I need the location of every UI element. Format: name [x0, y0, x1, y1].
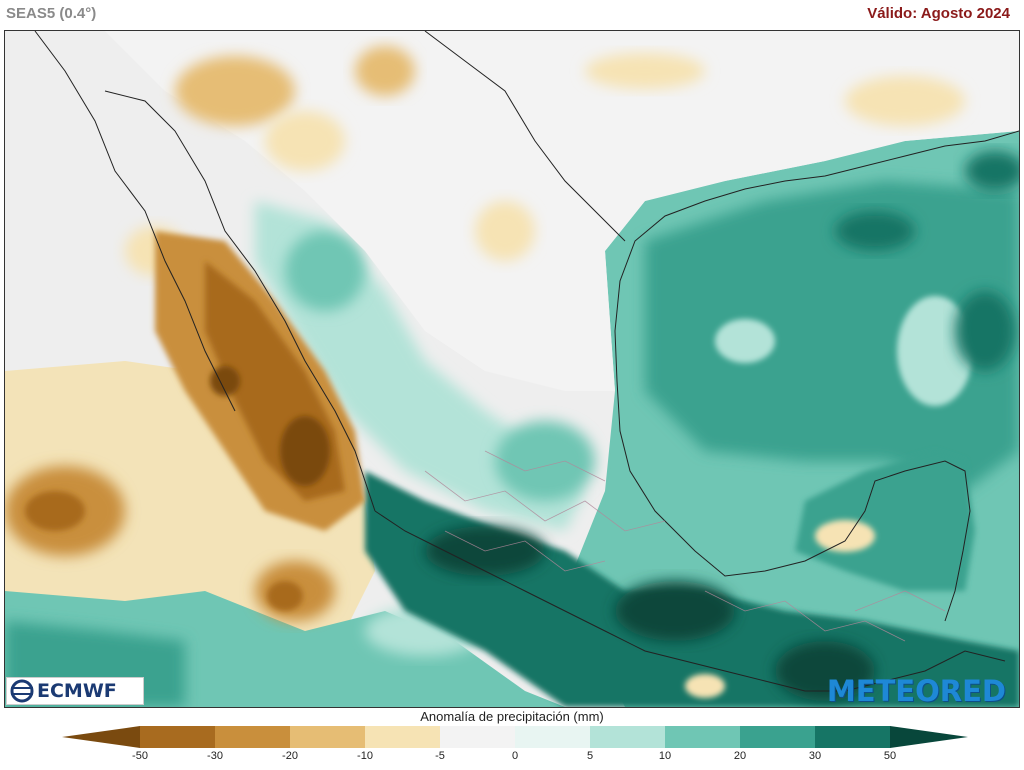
legend-tick-label: 50 [883, 750, 897, 762]
ecmwf-logo: ECMWF [6, 677, 144, 705]
legend-tick-label: -5 [435, 750, 445, 762]
legend-swatch [365, 726, 441, 748]
legend-swatch [665, 726, 741, 748]
legend-swatch [515, 726, 591, 748]
legend-arrow-low [62, 726, 140, 748]
map-canvas [5, 31, 1019, 707]
legend-tick-label: 5 [586, 750, 594, 762]
header-bar: SEAS5 (0.4°) Válido: Agosto 2024 [0, 0, 1024, 30]
legend-swatch [140, 726, 216, 748]
legend-tick-label: 10 [658, 750, 672, 762]
legend-labels: -50 -30 -20 -10 -5 0 5 10 20 30 50 [0, 750, 1024, 768]
coastlines [34, 31, 1019, 692]
legend-title: Anomalía de precipitación (mm) [420, 709, 604, 724]
ecmwf-logo-icon [10, 679, 34, 703]
meteored-logo: METEORED [826, 674, 1006, 708]
legend-swatch [215, 726, 291, 748]
legend-swatch [290, 726, 366, 748]
legend-colorbar [62, 726, 968, 748]
legend-swatch [440, 726, 516, 748]
legend-tick-label: -20 [282, 750, 298, 762]
state-borders [424, 450, 946, 642]
precipitation-anomaly-map[interactable] [4, 30, 1020, 708]
valid-date-label: Válido: Agosto 2024 [867, 5, 1010, 22]
legend-swatch [740, 726, 816, 748]
legend-swatch [815, 726, 891, 748]
legend-tick-label: 20 [733, 750, 747, 762]
legend-tick-label: -10 [357, 750, 373, 762]
legend-tick-label: 0 [511, 750, 519, 762]
legend-tick-label: 30 [808, 750, 822, 762]
legend-tick-label: -30 [207, 750, 223, 762]
legend-arrow-high [890, 726, 968, 748]
legend-tick-label: -50 [132, 750, 148, 762]
ecmwf-logo-text: ECMWF [37, 680, 117, 702]
model-label: SEAS5 (0.4°) [6, 5, 97, 22]
legend-swatch [590, 726, 666, 748]
